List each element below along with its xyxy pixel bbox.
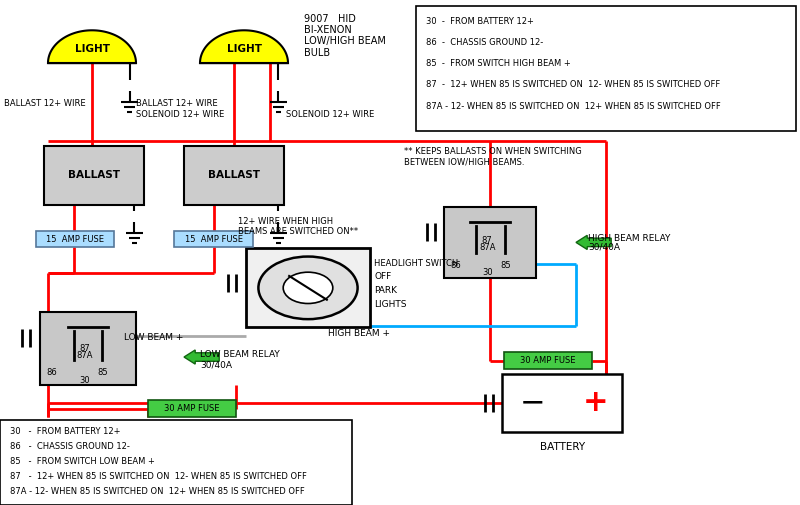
Bar: [40, 312, 136, 385]
Bar: [184, 146, 284, 205]
Text: LOW BEAM +: LOW BEAM +: [124, 333, 183, 342]
Text: 87: 87: [482, 236, 493, 245]
Bar: [504, 352, 592, 369]
Polygon shape: [576, 235, 611, 249]
Text: SOLENOID 12+ WIRE: SOLENOID 12+ WIRE: [286, 110, 374, 119]
Text: LOW/HIGH BEAM: LOW/HIGH BEAM: [304, 36, 386, 46]
Text: BALLAST: BALLAST: [68, 171, 120, 180]
Polygon shape: [48, 30, 136, 63]
Text: 87A - 12- WHEN 85 IS SWITCHED ON  12+ WHEN 85 IS SWITCHED OFF: 87A - 12- WHEN 85 IS SWITCHED ON 12+ WHE…: [10, 487, 304, 496]
Text: 87A: 87A: [77, 351, 93, 360]
Text: 85   -  FROM SWITCH LOW BEAM +: 85 - FROM SWITCH LOW BEAM +: [10, 457, 154, 466]
Bar: [36, 231, 114, 247]
Text: OFF: OFF: [374, 272, 392, 281]
Text: BULB: BULB: [304, 47, 330, 58]
Text: BEAMS ARE SWITCHED ON**: BEAMS ARE SWITCHED ON**: [238, 227, 358, 236]
Text: 30: 30: [79, 376, 90, 384]
Text: 30 AMP FUSE: 30 AMP FUSE: [164, 404, 220, 413]
Text: +: +: [583, 388, 609, 417]
Circle shape: [258, 257, 358, 319]
Bar: [502, 374, 622, 432]
Polygon shape: [200, 30, 288, 63]
Text: HIGH BEAM +: HIGH BEAM +: [328, 329, 390, 338]
Text: BATTERY: BATTERY: [540, 442, 585, 452]
Text: 85: 85: [500, 261, 510, 270]
Text: 30   -  FROM BATTERY 12+: 30 - FROM BATTERY 12+: [10, 427, 120, 436]
Text: LIGHT: LIGHT: [74, 44, 110, 55]
Text: 30/40A: 30/40A: [200, 360, 232, 369]
Text: 85  -  FROM SWITCH HIGH BEAM +: 85 - FROM SWITCH HIGH BEAM +: [426, 59, 570, 68]
Text: BALLAST 12+ WIRE: BALLAST 12+ WIRE: [136, 99, 218, 108]
Text: 87   -  12+ WHEN 85 IS SWITCHED ON  12- WHEN 85 IS SWITCHED OFF: 87 - 12+ WHEN 85 IS SWITCHED ON 12- WHEN…: [10, 472, 306, 481]
Text: −: −: [520, 388, 545, 417]
Text: 86: 86: [46, 368, 57, 377]
Bar: [416, 6, 796, 131]
Text: SOLENOID 12+ WIRE: SOLENOID 12+ WIRE: [136, 110, 224, 119]
Text: HIGH BEAM RELAY: HIGH BEAM RELAY: [588, 234, 670, 243]
Bar: [0, 420, 352, 505]
Text: 15  AMP FUSE: 15 AMP FUSE: [185, 235, 242, 244]
Polygon shape: [184, 350, 219, 364]
Text: HEADLIGHT SWITCH: HEADLIGHT SWITCH: [374, 259, 458, 268]
Text: 30/40A: 30/40A: [588, 243, 620, 252]
Text: 87  -  12+ WHEN 85 IS SWITCHED ON  12- WHEN 85 IS SWITCHED OFF: 87 - 12+ WHEN 85 IS SWITCHED ON 12- WHEN…: [426, 80, 720, 89]
Text: 87: 87: [79, 344, 90, 353]
Text: 85: 85: [98, 368, 108, 377]
Text: 87A - 12- WHEN 85 IS SWITCHED ON  12+ WHEN 85 IS SWITCHED OFF: 87A - 12- WHEN 85 IS SWITCHED ON 12+ WHE…: [426, 102, 720, 111]
Circle shape: [283, 272, 333, 304]
Text: 86: 86: [451, 261, 462, 270]
Text: BALLAST: BALLAST: [208, 171, 260, 180]
Text: BI-XENON: BI-XENON: [304, 25, 352, 35]
Text: 30: 30: [482, 268, 493, 277]
Bar: [174, 231, 253, 247]
Text: 87A: 87A: [479, 243, 495, 252]
Bar: [148, 400, 236, 417]
Bar: [246, 248, 370, 327]
Text: BALLAST 12+ WIRE: BALLAST 12+ WIRE: [4, 99, 86, 108]
Text: 9007   HID: 9007 HID: [304, 14, 356, 24]
Text: ** KEEPS BALLASTS ON WHEN SWITCHING: ** KEEPS BALLASTS ON WHEN SWITCHING: [404, 147, 582, 156]
Text: 30 AMP FUSE: 30 AMP FUSE: [520, 356, 576, 365]
Text: LIGHT: LIGHT: [226, 44, 262, 55]
Text: LIGHTS: LIGHTS: [374, 299, 407, 309]
Bar: [44, 146, 144, 205]
Text: 30  -  FROM BATTERY 12+: 30 - FROM BATTERY 12+: [426, 17, 534, 26]
Text: PARK: PARK: [374, 286, 398, 295]
Text: 86   -  CHASSIS GROUND 12-: 86 - CHASSIS GROUND 12-: [10, 442, 130, 451]
Text: 15  AMP FUSE: 15 AMP FUSE: [46, 235, 104, 244]
Text: LOW BEAM RELAY: LOW BEAM RELAY: [200, 350, 280, 359]
Text: BETWEEN IOW/HIGH BEAMS.: BETWEEN IOW/HIGH BEAMS.: [404, 157, 525, 166]
Bar: [445, 207, 536, 278]
Text: 86  -  CHASSIS GROUND 12-: 86 - CHASSIS GROUND 12-: [426, 38, 543, 47]
Text: 12+ WIRE WHEN HIGH: 12+ WIRE WHEN HIGH: [238, 217, 334, 226]
